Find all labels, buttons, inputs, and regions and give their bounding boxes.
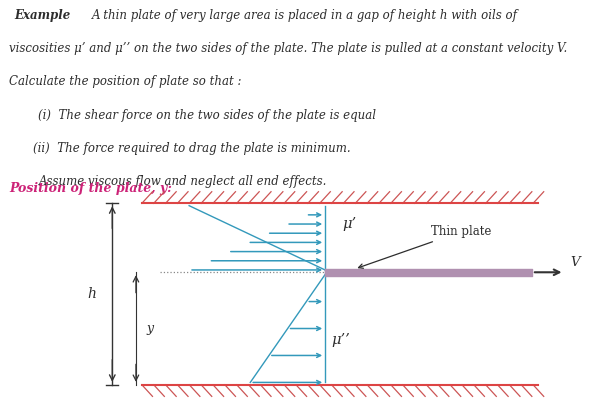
Text: (ii)  The force required to drag the plate is minimum.: (ii) The force required to drag the plat…: [33, 142, 350, 155]
Text: Thin plate: Thin plate: [359, 225, 492, 268]
Text: μ’’: μ’’: [331, 333, 350, 347]
Text: (i)  The shear force on the two sides of the plate is equal: (i) The shear force on the two sides of …: [38, 109, 376, 122]
Text: A thin plate of very large area is placed in a gap of height h with oils of: A thin plate of very large area is place…: [92, 9, 518, 22]
Text: viscosities μ’ and μ’’ on the two sides of the plate. The plate is pulled at a c: viscosities μ’ and μ’’ on the two sides …: [9, 42, 567, 55]
Text: h: h: [87, 287, 96, 301]
Text: Example: Example: [15, 9, 71, 22]
Text: Assume viscous flow and neglect all end effects.: Assume viscous flow and neglect all end …: [38, 175, 327, 188]
Text: y: y: [147, 322, 154, 335]
Text: V: V: [570, 257, 580, 269]
Text: Position of the plate, y:: Position of the plate, y:: [9, 182, 172, 195]
Text: μ’: μ’: [343, 217, 357, 231]
Text: Calculate the position of plate so that :: Calculate the position of plate so that …: [9, 75, 241, 89]
